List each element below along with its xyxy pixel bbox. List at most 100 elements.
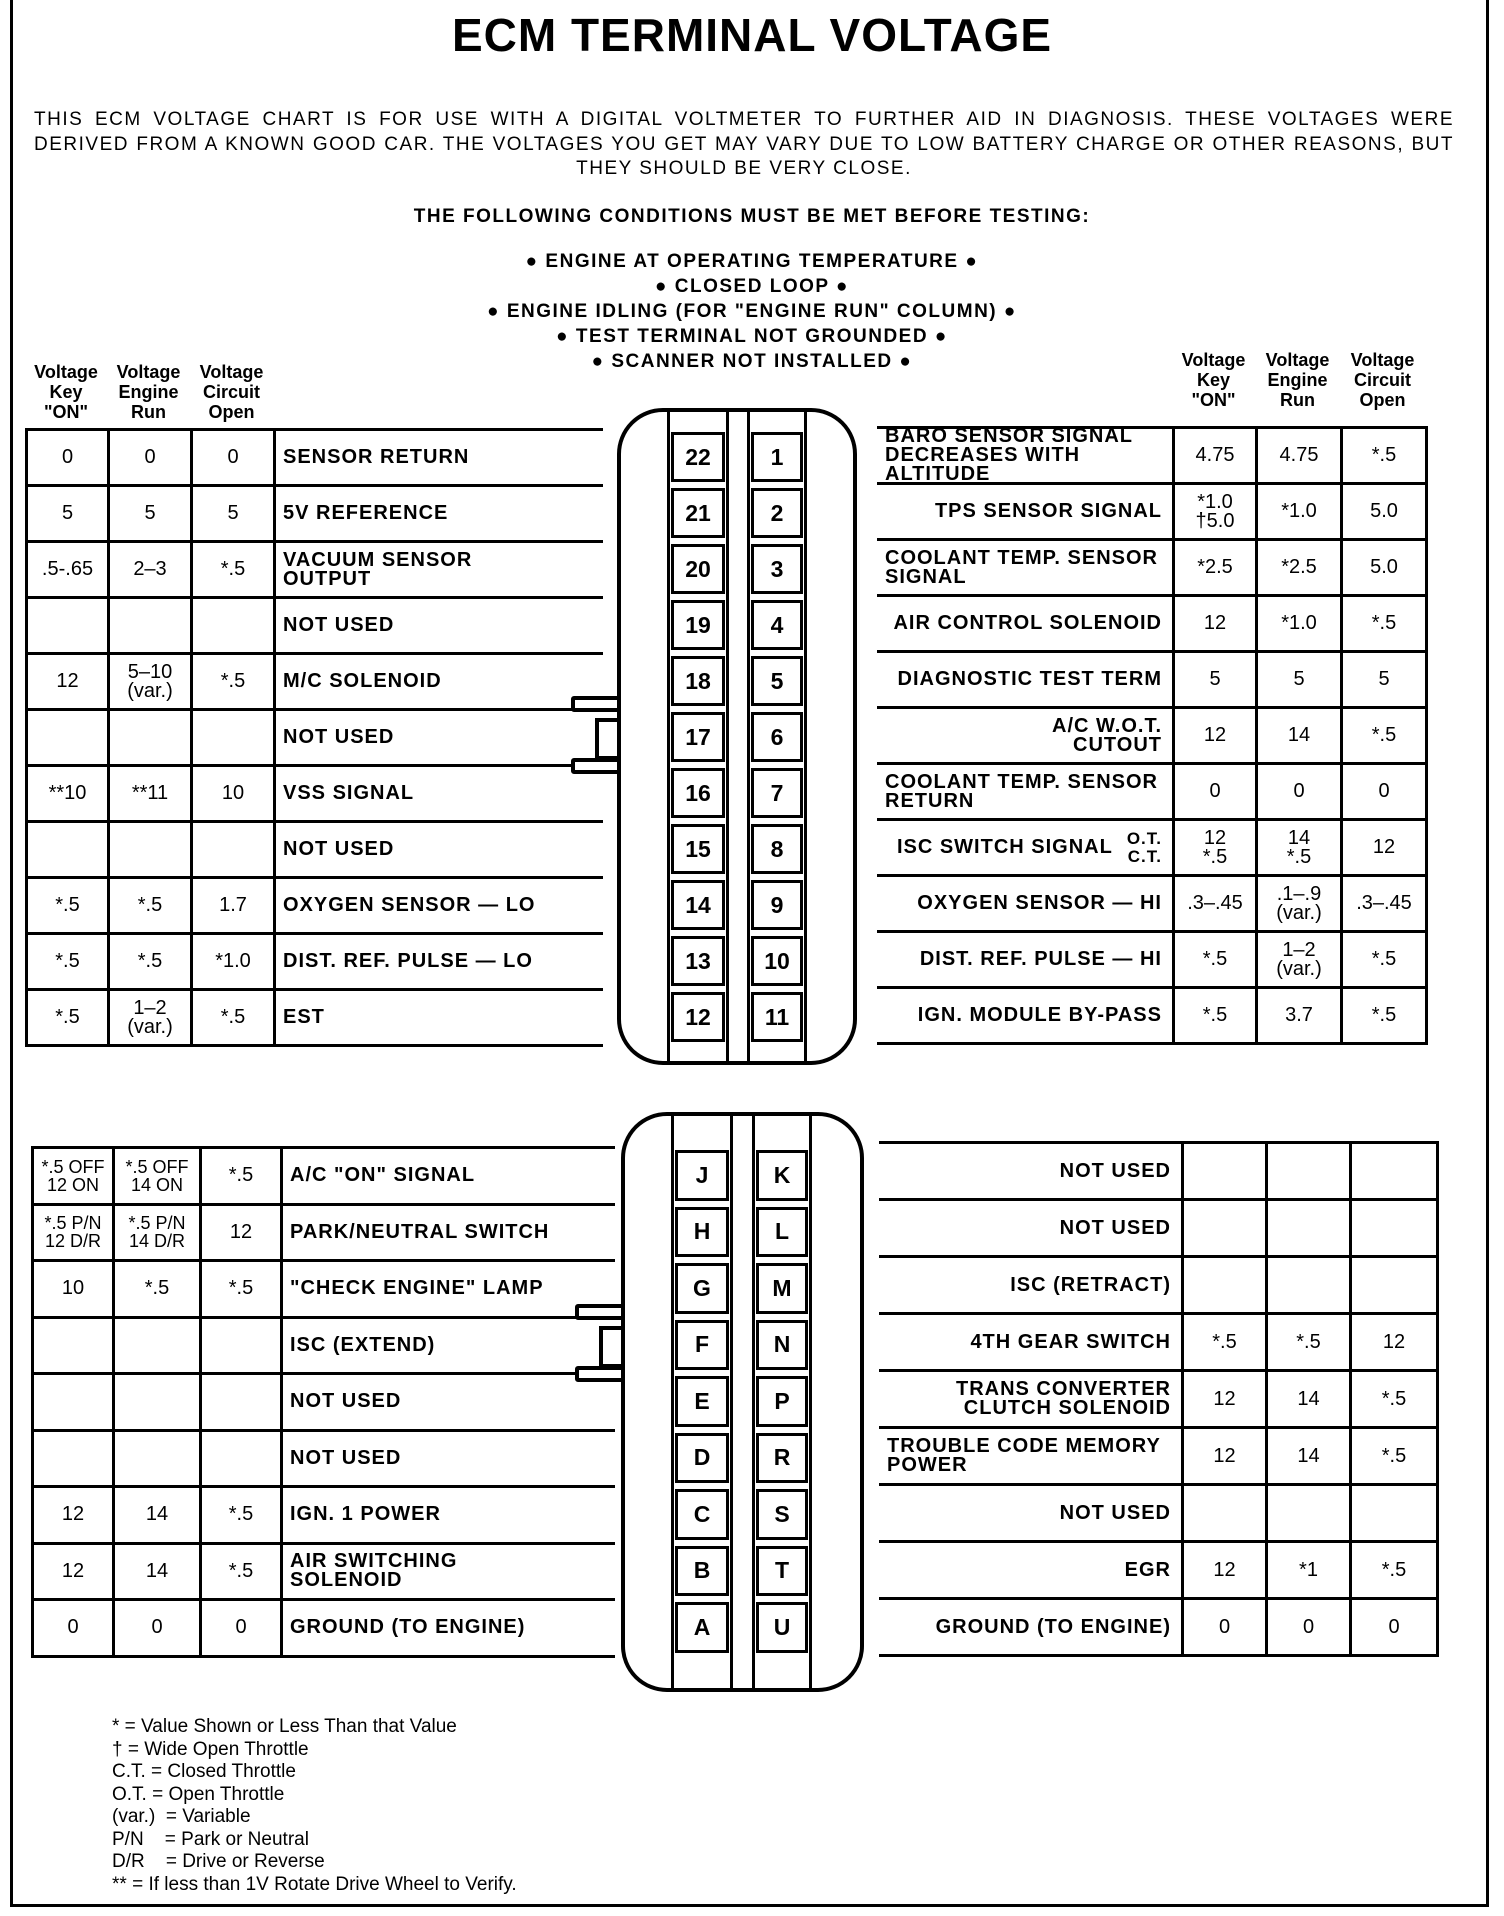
voltage-run-cell [107,596,193,655]
voltage-key-cell [31,1372,115,1432]
voltage-key-cell: 12 [31,1541,115,1601]
voltage-open-cell: 0 [1340,762,1428,821]
connector-pin-L: L [756,1206,808,1257]
circuit-label: COOLANT TEMP. SENSOR RETURN [877,762,1172,821]
voltage-run-cell: *.5 OFF 14 ON [112,1146,202,1206]
voltage-run-cell: *.5 [1265,1312,1352,1372]
voltage-key-cell: *2.5 [1172,538,1258,597]
voltage-key-cell: 12 [25,652,110,711]
voltage-open-cell: 1.7 [190,876,276,935]
voltage-run-cell [107,708,193,767]
circuit-label-text: DIAGNOSTIC TEST TERM [897,668,1162,690]
connector-pin-3: 3 [751,544,803,594]
connector-pin-E: E [675,1376,729,1427]
voltage-key-cell: 12 [31,1485,115,1545]
voltage-run-cell [112,1372,202,1432]
connector-pin-column [747,412,807,1061]
column-header: Voltage Engine Run [1265,350,1330,410]
voltage-open-cell: *.5 [1340,706,1428,765]
voltage-run-cell: *1.0 [1255,482,1343,541]
voltage-open-cell: 0 [199,1598,283,1658]
connector-pin-5: 5 [751,656,803,706]
voltage-run-cell: 5–10 (var.) [107,652,193,711]
voltage-open-cell [199,1372,283,1432]
page-border-bottom [10,1904,1489,1907]
voltage-open-cell [190,596,276,655]
voltage-key-cell: .5-.65 [25,540,110,599]
voltage-run-cell: *.5 [107,932,193,991]
connector-pin-J: J [675,1150,729,1201]
circuit-label: A/C W.O.T. CUTOUT [877,706,1172,765]
voltage-key-cell: 0 [1172,762,1258,821]
voltage-run-cell: 1–2 (var.) [107,988,193,1047]
voltage-run-cell: 4.75 [1255,426,1343,485]
connector-pin-G: G [675,1263,729,1314]
voltage-run-cell: 3.7 [1255,986,1343,1045]
circuit-label: VACUUM SENSOR OUTPUT [273,540,603,599]
voltage-open-cell: 5.0 [1340,482,1428,541]
connector-pin-S: S [756,1489,808,1540]
condition-item: ● ENGINE AT OPERATING TEMPERATURE ● [525,251,979,272]
circuit-label-text: ISC (RETRACT) [1010,1273,1171,1296]
voltage-run-cell [1265,1198,1352,1258]
circuit-label-text: OXYGEN SENSOR — HI [917,892,1162,914]
connector-pin-20: 20 [671,544,725,594]
column-header: Voltage Key "ON" [1181,350,1246,410]
voltage-key-cell: .3–.45 [1172,874,1258,933]
voltage-key-cell: 12 [1172,594,1258,653]
column-header: Voltage Key "ON" [34,362,98,422]
voltage-key-cell: 10 [31,1259,115,1319]
circuit-label: ISC SWITCH SIGNAL O.T. C.T. [877,818,1172,877]
circuit-label-text: 4TH GEAR SWITCH [970,1330,1171,1353]
voltage-run-cell [1265,1483,1352,1543]
voltage-open-cell: *.5 [190,988,276,1047]
voltage-run-cell: 14 [1255,706,1343,765]
connector-pin-8: 8 [751,824,803,874]
connector-pin-13: 13 [671,936,725,986]
voltage-key-cell: *.5 [1172,930,1258,989]
circuit-label: EST [273,988,603,1047]
legend-item: (var.) = Variable [112,1806,251,1827]
voltage-key-cell: 12 [1181,1540,1268,1600]
voltage-key-cell [1181,1255,1268,1315]
voltage-run-cell: *.5 P/N 14 D/R [112,1202,202,1262]
circuit-label: NOT USED [273,708,603,767]
circuit-label: OXYGEN SENSOR — LO [273,876,603,935]
circuit-label-text: COOLANT TEMP. SENSOR SIGNAL [885,546,1158,588]
connector-key-block [595,718,621,760]
voltage-key-cell [1181,1141,1268,1201]
legend-item: O.T. = Open Throttle [112,1783,285,1805]
connector-pin-F: F [675,1319,729,1370]
circuit-label: 5V REFERENCE [273,484,603,543]
voltage-key-cell: 12 [1181,1426,1268,1486]
connector-pin-19: 19 [671,600,725,650]
voltage-run-cell: 2–3 [107,540,193,599]
connector-pin-N: N [756,1319,808,1370]
voltage-run-cell: *2.5 [1255,538,1343,597]
voltage-run-cell: **11 [107,764,193,823]
circuit-label: NOT USED [273,820,603,879]
voltage-open-cell: 0 [1349,1597,1439,1657]
legend-item: * = Value Shown or Less Than that Value [112,1716,457,1737]
voltage-open-cell: 5 [1340,650,1428,709]
connector-pin-7: 7 [751,768,803,818]
voltage-open-cell: 5 [190,484,276,543]
circuit-label: GROUND (TO ENGINE) [280,1598,615,1658]
voltage-run-cell: 0 [107,428,193,487]
voltage-key-cell: 5 [25,484,110,543]
voltage-key-cell [25,820,110,879]
circuit-label: IGN. 1 POWER [280,1485,615,1545]
connector-pin-column [667,412,729,1061]
voltage-key-cell: *.5 P/N 12 D/R [31,1202,115,1262]
voltage-run-cell: 1–2 (var.) [1255,930,1343,989]
throttle-state-label: O.T. C.T. [1126,828,1162,866]
circuit-label-text: GROUND (TO ENGINE) [935,1615,1171,1638]
condition-item: ● CLOSED LOOP ● [655,276,849,297]
voltage-run-cell: *.5 [107,876,193,935]
voltage-open-cell: 12 [1349,1312,1439,1372]
voltage-key-cell: *.5 OFF 12 ON [31,1146,115,1206]
voltage-key-cell [1181,1483,1268,1543]
voltage-run-cell [107,820,193,879]
voltage-run-cell [112,1428,202,1488]
voltage-open-cell: *.5 [1340,930,1428,989]
